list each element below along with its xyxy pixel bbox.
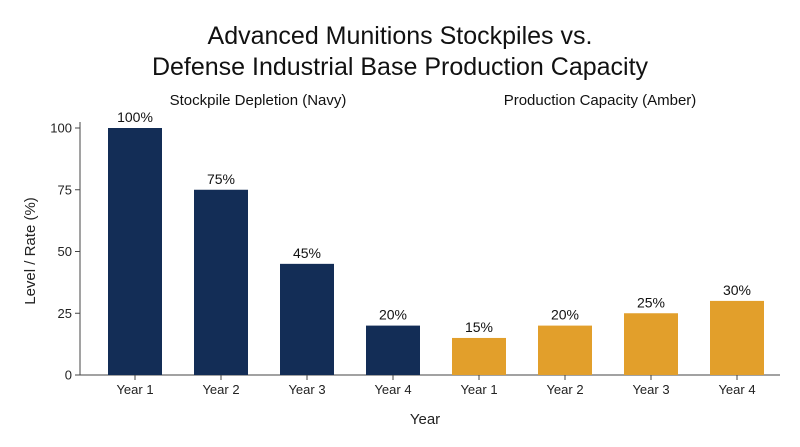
- y-tick-label: 75: [58, 182, 72, 197]
- data-label: 100%: [117, 109, 153, 125]
- bar-series-1-2: [194, 189, 248, 375]
- data-label: 20%: [551, 307, 579, 323]
- x-tick-label: Year 4: [718, 382, 755, 397]
- data-label: 30%: [723, 282, 751, 298]
- y-tick-label: 0: [65, 368, 72, 383]
- y-tick-label: 50: [58, 244, 72, 259]
- plot-area: 0 25 50 75 100 100% Year 1 75% Year 2 45% Year 3 20…: [50, 109, 780, 397]
- x-tick-label: Year 3: [632, 382, 669, 397]
- y-axis-title: Level / Rate (%): [22, 197, 39, 305]
- bar-series-2-2: [538, 325, 592, 375]
- y-tick-label: 25: [58, 306, 72, 321]
- data-label: 25%: [637, 294, 665, 310]
- chart-title-line-2: Defense Industrial Base Production Capac…: [152, 53, 649, 81]
- bar-series-2-3: [624, 313, 678, 375]
- bar-series-1-1: [108, 128, 162, 375]
- data-label: 20%: [379, 307, 407, 323]
- bar-series-1-4: [366, 325, 420, 375]
- chart-title-line-1: Advanced Munitions Stockpiles vs.: [208, 22, 593, 50]
- bar-series-2-4: [710, 300, 764, 375]
- bar-series-2-1: [452, 337, 506, 375]
- x-axis-title: Year: [410, 411, 440, 428]
- bar-series-1-3: [280, 263, 334, 375]
- x-tick-label: Year 1: [460, 382, 497, 397]
- data-label: 75%: [207, 171, 235, 187]
- x-tick-label: Year 1: [116, 382, 153, 397]
- data-label: 45%: [293, 245, 321, 261]
- x-tick-label: Year 3: [288, 382, 325, 397]
- x-tick-label: Year 2: [202, 382, 239, 397]
- y-tick-label: 100: [50, 121, 72, 136]
- group-label-stockpile: Stockpile Depletion (Navy): [170, 92, 347, 109]
- group-label-production: Production Capacity (Amber): [504, 92, 697, 109]
- data-label: 15%: [465, 319, 493, 335]
- x-tick-label: Year 2: [546, 382, 583, 397]
- x-tick-label: Year 4: [374, 382, 411, 397]
